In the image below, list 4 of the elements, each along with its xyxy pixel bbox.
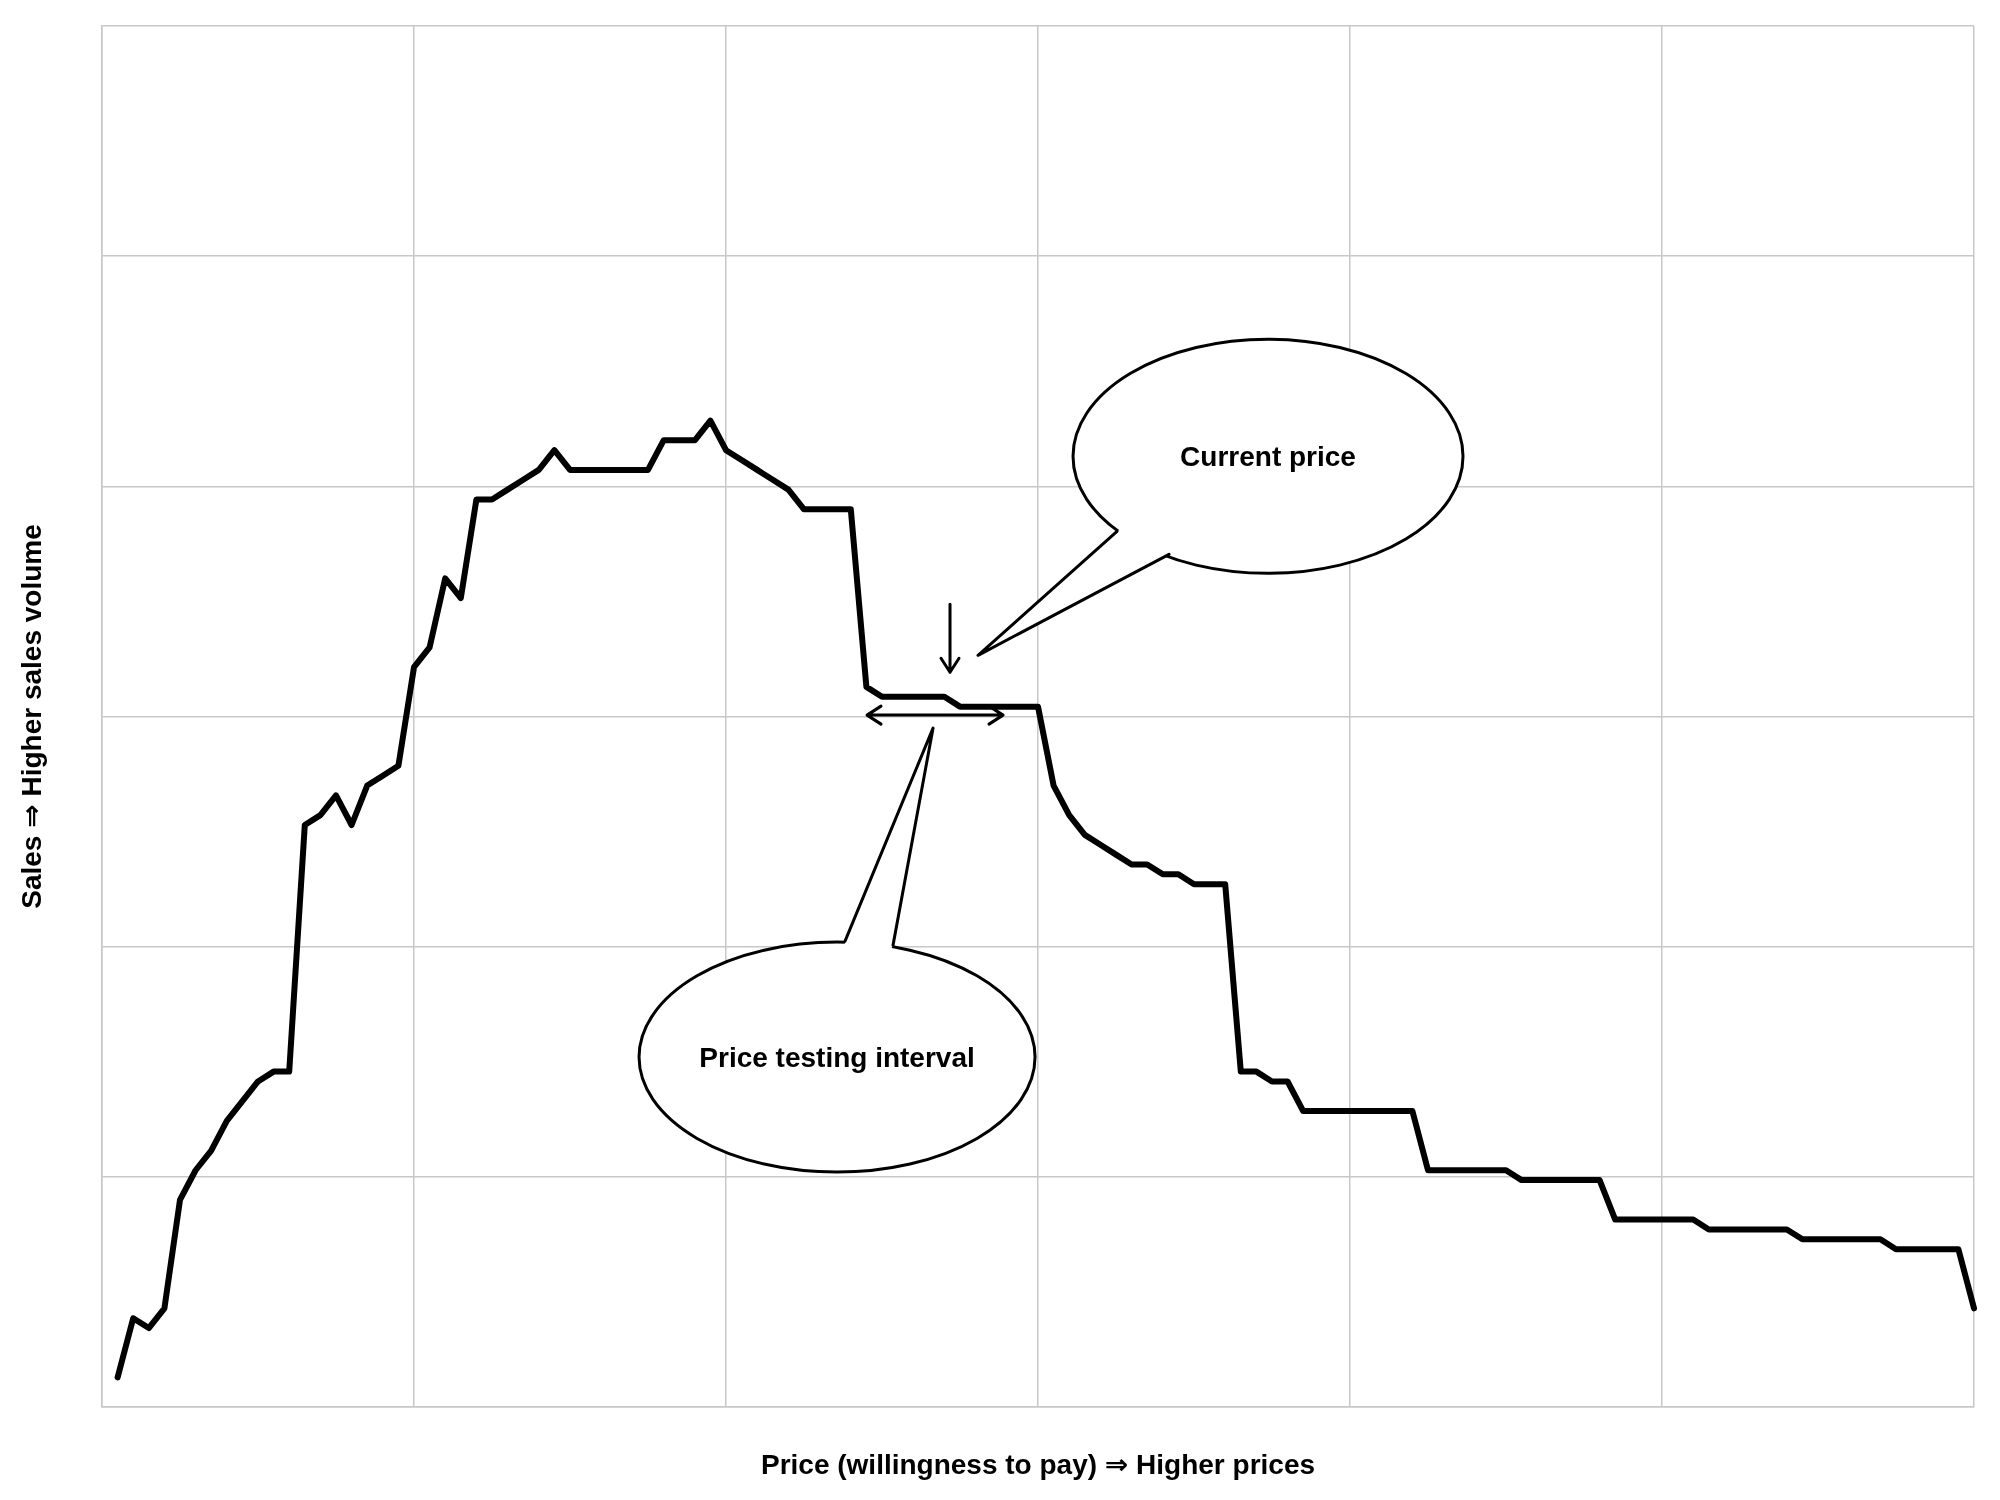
x-axis-title: Price (willingness to pay) ⇒ Higher prices	[760, 1448, 1316, 1480]
annotation: Price testing interval	[699, 1041, 975, 1073]
annotation: Current price	[1180, 440, 1356, 472]
y-axis-title: Sales ⇒ Higher sales volume	[15, 524, 47, 909]
